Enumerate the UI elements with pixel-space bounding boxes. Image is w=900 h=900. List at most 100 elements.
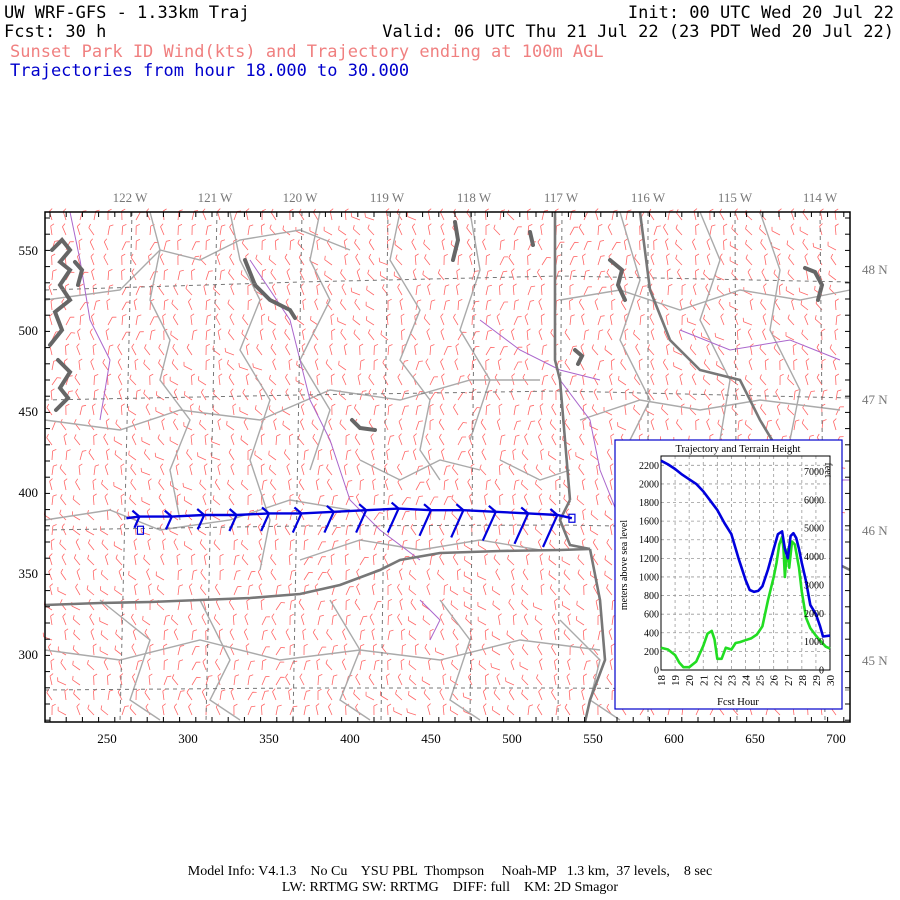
wind-barb (829, 344, 837, 356)
wind-barb (158, 284, 165, 296)
wind-barb (121, 224, 127, 236)
wind-barb (269, 374, 277, 386)
wind-barb (590, 510, 599, 521)
wind-barb (639, 285, 647, 296)
wind-barb (771, 226, 781, 236)
wind-barb (485, 479, 492, 491)
wind-barb (219, 689, 226, 701)
wind-barb (821, 328, 826, 341)
wind-barb (130, 253, 137, 266)
inset-y-ticks-feet: 0 1000 2000 3000 4000 5000 6000 7000 (804, 467, 824, 677)
wind-barb (329, 448, 334, 461)
inset-x-tick: 22 (712, 675, 724, 686)
wind-barb (217, 463, 222, 476)
wind-barb (521, 479, 529, 491)
wind-barb (283, 449, 291, 461)
wind-barb (177, 659, 184, 671)
wind-barb (370, 433, 375, 446)
wind-barb (512, 283, 517, 296)
wind-barb (512, 448, 517, 461)
wind-barb (273, 418, 277, 431)
wind-barb (821, 389, 828, 401)
wind-barb (443, 496, 452, 506)
wind-barb (270, 343, 277, 356)
wind-barb (259, 388, 263, 401)
wind-barb (498, 403, 503, 416)
wind-barb (411, 238, 417, 251)
wind-barb (149, 373, 154, 386)
inset-y-tick-ft: 1000 (804, 637, 824, 648)
wind-barb (365, 691, 375, 701)
wind-barb (147, 478, 152, 491)
wind-barb (535, 464, 543, 476)
wind-barb (317, 556, 326, 566)
wind-barb (464, 556, 473, 566)
wind-barb (104, 493, 109, 506)
wind-barb (63, 478, 68, 491)
wind-barb (594, 208, 599, 221)
wind-barb (723, 223, 728, 236)
wind-barb (799, 226, 809, 236)
trajectory-barb (450, 503, 465, 538)
wind-barb (89, 328, 95, 341)
trajectory-barb (228, 508, 238, 532)
wind-barb (288, 358, 293, 371)
wind-barb (213, 539, 221, 551)
wind-barb (191, 255, 200, 266)
wind-barb (709, 224, 716, 236)
wind-barb (401, 539, 408, 551)
wind-barb (373, 601, 382, 611)
wind-barb (350, 212, 361, 221)
wind-barb (443, 509, 450, 521)
wind-barb (499, 434, 506, 446)
wind-barb (592, 538, 599, 551)
wind-barb (205, 358, 210, 371)
wind-barb (289, 643, 294, 656)
wind-barb (583, 241, 592, 251)
wind-barb (303, 449, 309, 461)
wind-barb (397, 283, 403, 296)
wind-barb (92, 478, 97, 491)
wind-barb (286, 268, 291, 281)
wind-barb (650, 253, 655, 266)
wind-barb (689, 299, 697, 311)
wind-barb (121, 286, 131, 296)
wind-barb (506, 630, 515, 641)
wind-barb (793, 389, 800, 401)
wind-barb (289, 433, 294, 446)
wind-barb (229, 223, 235, 236)
wind-barb (748, 358, 753, 371)
wind-barb (414, 343, 419, 356)
wind-barb (395, 689, 403, 701)
inset-y-tick-ft: 5000 (804, 524, 824, 535)
wind-barb (289, 539, 295, 551)
wind-barb (355, 673, 361, 686)
wind-barb (121, 253, 126, 266)
wind-barb (48, 283, 53, 296)
wind-barb (394, 240, 403, 251)
lon-label: 116 W (631, 190, 666, 205)
wind-barb (190, 313, 195, 326)
map-x-tick: 300 (178, 731, 198, 746)
wind-barb (499, 283, 504, 296)
wind-barb (457, 299, 463, 311)
wind-barb (91, 313, 95, 326)
wind-barb (511, 328, 515, 341)
wind-barb (148, 673, 153, 686)
wind-barb (399, 568, 403, 581)
wind-barb (310, 315, 319, 326)
wind-barb (177, 224, 183, 236)
wind-barb (135, 211, 145, 221)
wind-barb (408, 660, 417, 671)
wind-barb (303, 524, 310, 536)
wind-barb (397, 613, 403, 626)
wind-barb (261, 238, 266, 251)
wind-barb (410, 598, 417, 611)
inset-x-tick: 24 (741, 675, 753, 687)
river-lines (69, 211, 850, 641)
wind-barb (526, 328, 531, 341)
wind-barb (830, 253, 837, 266)
wind-barb (271, 613, 277, 626)
wind-barb (673, 347, 683, 356)
wind-barb (202, 493, 207, 506)
